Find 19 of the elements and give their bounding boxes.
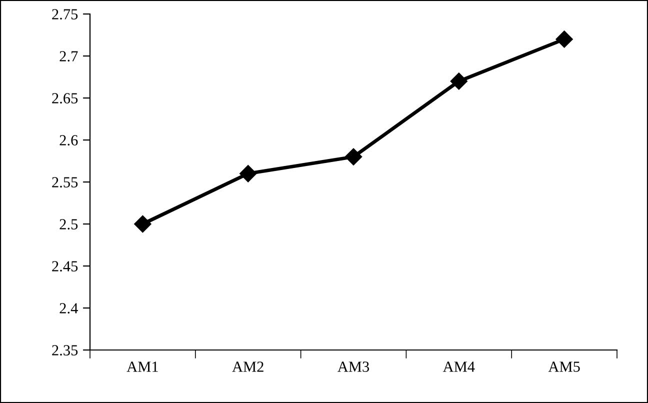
x-tick-label: AM4: [442, 362, 475, 372]
x-tick-label: AM5: [548, 362, 580, 372]
point: [134, 215, 152, 233]
point: [344, 148, 362, 166]
y-tick-label: 2.6: [60, 135, 78, 146]
y-tick-label: 2.4: [60, 303, 78, 314]
y-tick-label: 2.65: [52, 93, 78, 104]
y-tick-label: 2.35: [52, 345, 78, 356]
point: [240, 165, 257, 182]
y-tick-label: 2.75: [52, 9, 78, 20]
point: [556, 30, 573, 48]
point: [450, 72, 468, 90]
x-tick-label: AM3: [338, 362, 370, 372]
y-tick-label: 2.45: [52, 261, 78, 272]
y-tick-label: 2.55: [52, 177, 78, 188]
y-tick-label: 2.7: [60, 51, 78, 62]
y-tick-label: 2.5: [60, 219, 78, 230]
x-tick-label: AM2: [232, 362, 264, 372]
x-tick-label: AM1: [126, 362, 158, 372]
